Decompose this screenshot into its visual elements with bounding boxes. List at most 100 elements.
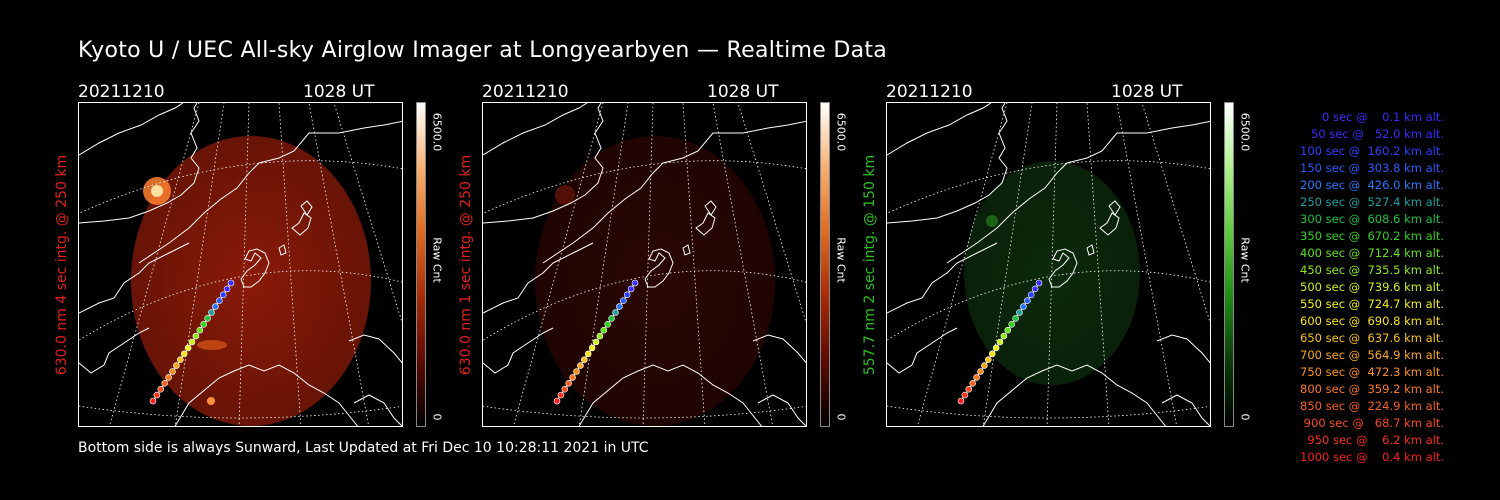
aurora-spot	[986, 215, 998, 227]
panel-time: 1028 UT	[1111, 82, 1183, 102]
trajectory-point	[969, 379, 976, 387]
allsky-image	[886, 102, 1211, 427]
colorbar-min: 0	[834, 410, 848, 424]
trajectory-point	[557, 391, 565, 399]
footer-note: Bottom side is always Sunward, Last Upda…	[78, 440, 649, 456]
legend-entry: 0 sec @ 0.1 km alt.	[1311, 110, 1444, 124]
coastline	[174, 364, 359, 426]
trajectory-point	[604, 321, 611, 328]
colorbar-label: Raw Cnt	[834, 230, 848, 290]
trajectory-point	[961, 391, 969, 399]
coastline	[887, 103, 992, 156]
graticule-line	[483, 160, 806, 214]
coastline	[1156, 334, 1210, 364]
trajectory-point	[612, 309, 619, 316]
legend-entry: 850 sec @ 224.9 km alt.	[1296, 399, 1444, 413]
coastline	[79, 327, 150, 374]
graticule-line	[1116, 103, 1178, 426]
image-panel-630-1s: 20211210 1028 UT 630.0 nm 1 sec intg. @ …	[458, 80, 902, 430]
coastline	[483, 103, 604, 224]
graticule-line	[174, 103, 225, 426]
trajectory-point	[981, 362, 988, 369]
colorbar-max: 6500.0	[1238, 102, 1252, 162]
trajectory-point	[204, 315, 211, 322]
graticule-line	[982, 103, 1033, 426]
trajectory-point	[992, 344, 1000, 352]
image-panel-630-4s: 20211210 1028 UT 630.0 nm 4 sec intg. @ …	[54, 80, 498, 430]
trajectory-point	[553, 397, 561, 405]
trajectory-point	[212, 303, 219, 310]
graticule-line	[513, 103, 604, 426]
colorbar-min-text: 0	[1238, 413, 1252, 421]
trajectory-point	[173, 362, 180, 369]
trajectory-point	[565, 379, 572, 387]
trajectory-point	[1008, 321, 1015, 328]
coastline	[138, 120, 402, 264]
panel-time: 1028 UT	[303, 82, 375, 102]
allsky-image	[78, 102, 403, 427]
allsky-map	[483, 103, 806, 426]
island-outline	[278, 244, 287, 256]
trajectory-point	[957, 397, 965, 405]
colorbar-label: Raw Cnt	[1238, 230, 1252, 290]
aurora-spot	[207, 397, 215, 405]
allsky-image	[482, 102, 807, 427]
colorbar-label: Raw Cnt	[430, 230, 444, 290]
coastline	[79, 103, 184, 156]
trajectory-point	[1016, 309, 1023, 316]
trajectory-point	[569, 374, 576, 381]
coastline	[887, 242, 998, 314]
panel-ylabel: 557.7 nm 2 sec intg. @ 150 km	[860, 102, 880, 427]
trajectory-legend: 0 sec @ 0.1 km alt. 50 sec @ 52.0 km alt…	[1262, 109, 1444, 466]
trajectory-point	[596, 332, 604, 340]
trajectory-point	[208, 309, 215, 316]
trajectory-point	[577, 362, 584, 369]
legend-entry: 350 sec @ 670.2 km alt.	[1296, 229, 1444, 243]
trajectory-point	[169, 368, 176, 375]
trajectory-point	[1035, 279, 1043, 287]
legend-entry: 600 sec @ 690.8 km alt.	[1296, 314, 1444, 328]
coastline	[79, 103, 200, 224]
trajectory-point	[1000, 332, 1008, 340]
trajectory-point	[157, 385, 165, 393]
graticule-line	[737, 103, 806, 324]
legend-entry: 700 sec @ 564.9 km alt.	[1296, 348, 1444, 362]
trajectory-point	[988, 350, 996, 358]
colorbar-label-text: Raw Cnt	[834, 237, 848, 283]
trajectory-point	[631, 279, 639, 287]
panel-ylabel-text: 630.0 nm 1 sec intg. @ 250 km	[458, 154, 474, 375]
trajectory-point	[1027, 291, 1035, 299]
colorbar-max-text: 6500.0	[430, 112, 444, 152]
panel-ylabel-text: 557.7 nm 2 sec intg. @ 150 km	[862, 154, 878, 375]
graticule-line	[1141, 103, 1210, 324]
trajectory-point	[188, 338, 196, 346]
trajectory-point	[561, 385, 569, 393]
colorbar-min-text: 0	[834, 413, 848, 421]
colorbar	[820, 102, 830, 427]
island-outline	[695, 212, 716, 236]
island-outline	[682, 244, 691, 256]
graticule-line	[79, 160, 402, 214]
panel-date: 20211210	[482, 82, 569, 102]
coastline	[542, 120, 806, 264]
graticule-line	[712, 103, 774, 426]
trajectory-point	[584, 350, 592, 358]
coastline	[483, 242, 594, 314]
graticule-line	[308, 103, 370, 426]
legend-entry: 650 sec @ 637.6 km alt.	[1296, 331, 1444, 345]
trajectory-point	[627, 285, 635, 293]
island-outline	[704, 200, 717, 216]
graticule-line	[333, 103, 402, 324]
trajectory-point	[985, 356, 992, 364]
trajectory-point	[1020, 303, 1027, 310]
coastline	[348, 334, 402, 364]
panel-date: 20211210	[886, 82, 973, 102]
legend-entry: 800 sec @ 359.2 km alt.	[1296, 382, 1444, 396]
aurora-spot	[197, 340, 227, 350]
trajectory-point	[996, 338, 1004, 346]
panel-ylabel: 630.0 nm 1 sec intg. @ 250 km	[456, 102, 476, 427]
trajectory-point	[592, 338, 600, 346]
trajectory-point	[227, 279, 235, 287]
trajectory-point	[161, 379, 168, 387]
trajectory-point	[608, 315, 615, 322]
